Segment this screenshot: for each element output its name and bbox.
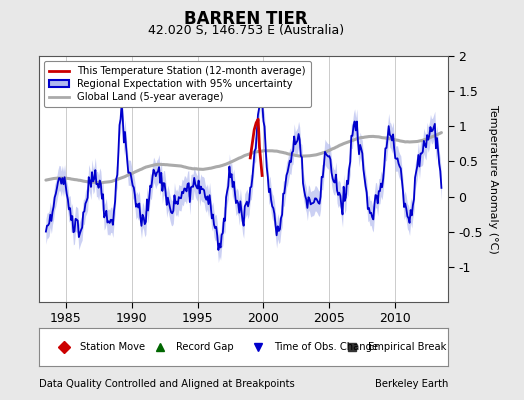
- Text: 42.020 S, 146.753 E (Australia): 42.020 S, 146.753 E (Australia): [148, 24, 344, 37]
- Text: Berkeley Earth: Berkeley Earth: [375, 379, 448, 389]
- Legend: This Temperature Station (12-month average), Regional Expectation with 95% uncer: This Temperature Station (12-month avera…: [45, 61, 311, 107]
- Text: Time of Obs. Change: Time of Obs. Change: [275, 342, 378, 352]
- Y-axis label: Temperature Anomaly (°C): Temperature Anomaly (°C): [488, 105, 498, 253]
- Text: Empirical Break: Empirical Break: [368, 342, 446, 352]
- Text: Data Quality Controlled and Aligned at Breakpoints: Data Quality Controlled and Aligned at B…: [39, 379, 295, 389]
- Text: BARREN TIER: BARREN TIER: [184, 10, 308, 28]
- Text: Record Gap: Record Gap: [176, 342, 234, 352]
- Text: Station Move: Station Move: [80, 342, 145, 352]
